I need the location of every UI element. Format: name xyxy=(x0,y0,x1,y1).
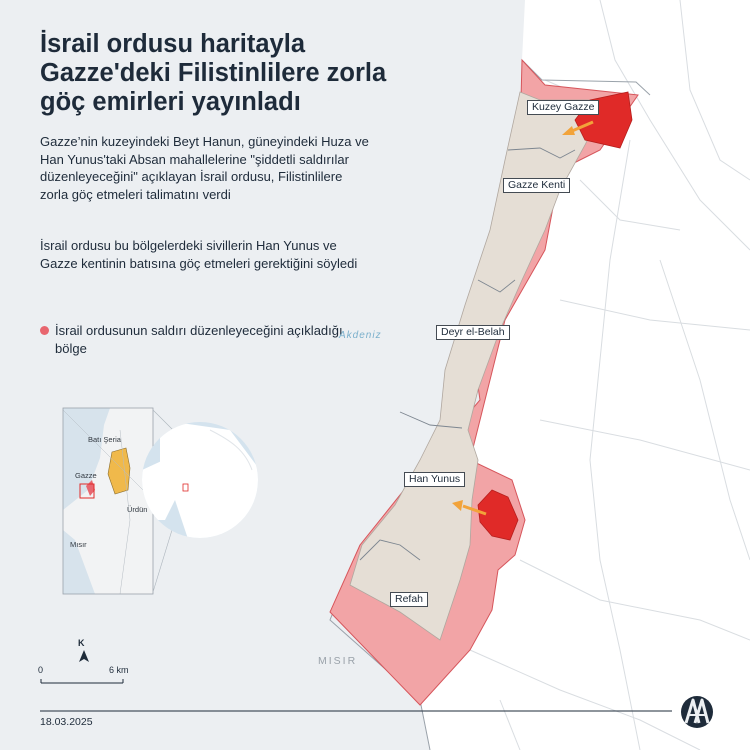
compass-label: K xyxy=(78,638,85,648)
scale-start-label: 0 xyxy=(38,665,44,675)
district-boundaries xyxy=(359,147,576,561)
description-paragraph-1: Gazze’nin kuzeyindeki Beyt Hanun, güneyi… xyxy=(40,134,369,202)
inset-label-west-bank: Batı Şeria xyxy=(88,435,121,444)
arrow-south xyxy=(452,500,487,516)
inset-west-bank xyxy=(107,447,131,495)
label-gazze-kenti: Gazze Kenti xyxy=(503,178,571,193)
label-deyr-el-belah: Deyr el-Belah xyxy=(436,325,510,340)
inset-locator-box xyxy=(79,483,95,499)
label-refah: Refah xyxy=(390,592,429,607)
inset-label-gaza: Gazze xyxy=(75,471,97,480)
label-kuzey-gazze: Kuzey Gazze xyxy=(527,100,600,115)
legend: İsrail ordusunun saldırı düzenleyeceğini… xyxy=(40,322,370,357)
inset-label-egypt: Mısır xyxy=(70,540,87,549)
page-title: İsrail ordusu haritayla Gazze'deki Filis… xyxy=(40,30,387,116)
scale-bar xyxy=(40,679,124,684)
inset-map xyxy=(62,407,176,595)
legend-swatch xyxy=(40,326,49,335)
aa-logo xyxy=(681,696,713,728)
description-paragraph-2: İsrail ordusu bu bölgelerdeki sivillerin… xyxy=(40,238,358,271)
sea-label: Akdeniz xyxy=(339,330,382,341)
country-label-egypt: MISIR xyxy=(318,655,358,667)
label-han-yunus: Han Yunus xyxy=(404,472,466,487)
gaza-strip-area xyxy=(349,91,603,641)
inset-land xyxy=(63,408,153,594)
highlight-huza-absan xyxy=(477,489,519,541)
legend-label: İsrail ordusunun saldırı düzenleyeceğini… xyxy=(55,323,343,356)
publish-date: 18.03.2025 xyxy=(40,716,93,728)
arrow-north xyxy=(562,120,594,135)
road-network xyxy=(469,0,750,750)
inset-label-jordan: Ürdün xyxy=(127,505,148,514)
north-arrow xyxy=(79,650,89,662)
scale-end-label: 6 km xyxy=(109,665,129,675)
globe xyxy=(142,422,258,538)
